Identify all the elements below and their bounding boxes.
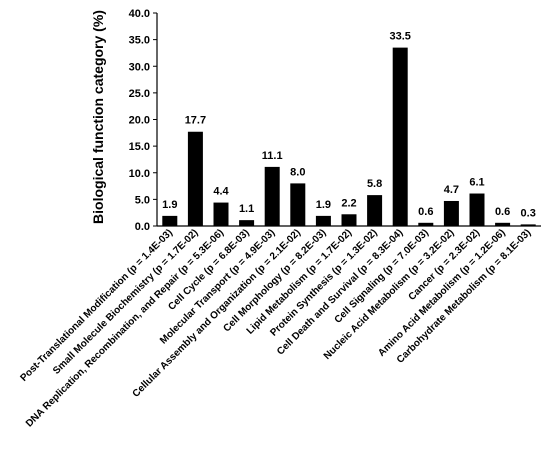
y-tick-label: 15.0 xyxy=(129,141,150,153)
data-label: 1.1 xyxy=(239,203,254,215)
bar xyxy=(443,200,459,226)
data-label: 2.2 xyxy=(341,197,356,209)
y-axis-ticks: 0.0 5.0 10.0 15.0 20.0 25.0 30.0 35.0 40.0 xyxy=(129,8,157,233)
bar xyxy=(469,193,485,226)
y-tick-label: 5.0 xyxy=(135,194,150,206)
bar xyxy=(213,202,229,226)
y-tick-label: 35.0 xyxy=(129,35,150,47)
data-labels: 1.9 17.7 4.4 1.1 11.1 8.0 1.9 2.2 5.8 33.5 0.6 4.7 6… xyxy=(162,31,536,220)
data-label: 0.6 xyxy=(495,206,510,218)
bar xyxy=(315,215,331,226)
bar xyxy=(264,166,280,226)
axes xyxy=(156,13,541,227)
bar xyxy=(392,47,408,226)
data-label: 1.9 xyxy=(316,199,331,211)
bar xyxy=(162,215,178,226)
data-label: 33.5 xyxy=(389,31,410,43)
data-label: 6.1 xyxy=(469,177,484,189)
data-label: 5.8 xyxy=(367,178,382,190)
data-label: 11.1 xyxy=(262,150,283,162)
bar xyxy=(187,131,203,226)
x-axis-tick-labels: Post-Translational Modification (p = 1.4… xyxy=(18,227,533,429)
data-label: 4.4 xyxy=(213,186,229,198)
data-label: 0.3 xyxy=(521,207,536,219)
y-tick-label: 20.0 xyxy=(129,115,150,127)
bar xyxy=(495,222,511,226)
bar xyxy=(418,222,434,226)
bar xyxy=(290,183,306,226)
data-label: 8.0 xyxy=(290,166,305,178)
data-label: 4.7 xyxy=(444,184,459,196)
y-tick-label: 40.0 xyxy=(129,8,150,20)
data-label: 1.9 xyxy=(162,199,177,211)
y-tick-label: 30.0 xyxy=(129,61,150,73)
y-tick-label: 0.0 xyxy=(135,221,150,233)
bar xyxy=(520,224,536,226)
bar xyxy=(239,220,255,226)
bar xyxy=(367,195,383,226)
data-label: 0.6 xyxy=(418,206,433,218)
bar xyxy=(341,214,357,226)
y-tick-label: 10.0 xyxy=(129,168,150,180)
y-tick-label: 25.0 xyxy=(129,88,150,100)
y-axis-label: Biological function category (%) xyxy=(90,10,106,224)
bars xyxy=(162,47,536,226)
data-label: 17.7 xyxy=(185,115,206,127)
